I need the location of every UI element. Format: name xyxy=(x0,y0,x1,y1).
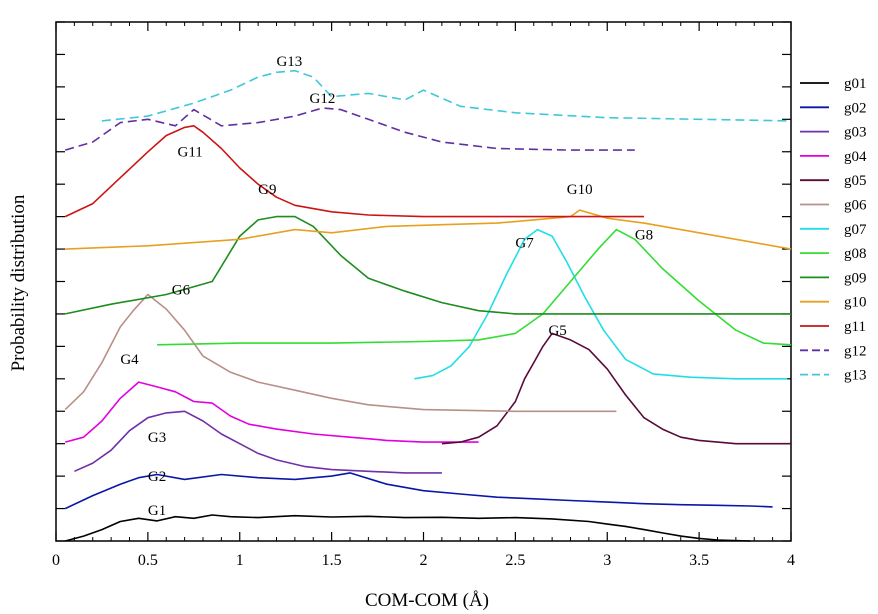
series-line-g11 xyxy=(64,125,644,218)
series-line-g02 xyxy=(64,472,773,510)
series-line-g07 xyxy=(414,228,788,380)
legend-label-g09: g09 xyxy=(844,270,867,286)
curve-label-g2: G2 xyxy=(148,469,166,485)
curve-label-g8: G8 xyxy=(635,227,653,243)
curve-label-g12: G12 xyxy=(310,91,336,107)
x-axis-title: COM-COM (Å) xyxy=(365,590,489,611)
curve-label-g1: G1 xyxy=(148,503,166,519)
series-line-g04 xyxy=(64,381,479,443)
x-tick-label: 1 xyxy=(236,552,244,569)
plot-border xyxy=(55,21,792,542)
x-tick-label: 4 xyxy=(787,552,795,569)
plot-frame xyxy=(55,21,792,542)
series-line-g01 xyxy=(64,514,751,542)
curve-label-g6: G6 xyxy=(172,282,191,298)
curve-label-g10: G10 xyxy=(567,182,593,198)
curve-labels: G1 G2 G3 G4 G5 G6 G7 G8 G9 G10 G11 G12 G13 xyxy=(120,54,653,519)
curve-label-g13: G13 xyxy=(276,54,302,70)
x-tick-label: 1.5 xyxy=(322,552,342,569)
curve-label-g7: G7 xyxy=(515,235,534,251)
legend-label-g02: g02 xyxy=(844,100,867,116)
legend-label-g05: g05 xyxy=(844,173,867,189)
legend-label-g12: g12 xyxy=(844,343,867,359)
legend-label-g03: g03 xyxy=(844,125,867,141)
x-tick-label: 0 xyxy=(52,552,60,569)
legend-label-g13: g13 xyxy=(844,368,867,384)
x-tick-label: 2.5 xyxy=(505,552,525,569)
y-axis-title: Probability distribution xyxy=(8,194,29,371)
legend-label-g04: g04 xyxy=(844,149,867,165)
series-line-g08 xyxy=(157,228,792,346)
series-line-g09 xyxy=(65,215,791,315)
curve-label-g5: G5 xyxy=(548,323,566,339)
series-layer xyxy=(64,69,792,542)
series-line-g05 xyxy=(441,332,791,445)
x-tick-label: 0.5 xyxy=(138,552,158,569)
curve-label-g11: G11 xyxy=(177,145,202,161)
curve-label-g3: G3 xyxy=(148,430,166,446)
x-tick-label: 3 xyxy=(603,552,611,569)
legend: g01 g02 g03 g04 g05 g06 g07 g08 g09 g10 g11 g12 g13 xyxy=(800,76,867,384)
series-line-g06 xyxy=(64,293,617,413)
legend-label-g11: g11 xyxy=(844,319,866,335)
series-line-g13 xyxy=(101,69,792,122)
x-tick-label: 2 xyxy=(420,552,428,569)
series-line-g10 xyxy=(65,209,792,250)
curve-label-g4: G4 xyxy=(120,352,139,368)
legend-label-g07: g07 xyxy=(844,222,867,238)
curve-label-g9: G9 xyxy=(258,182,276,198)
legend-label-g01: g01 xyxy=(844,76,867,92)
legend-label-g06: g06 xyxy=(844,198,867,214)
legend-label-g08: g08 xyxy=(844,246,867,262)
series-line-g03 xyxy=(74,410,442,474)
legend-label-g10: g10 xyxy=(844,295,867,311)
x-tick-label: 3.5 xyxy=(689,552,709,569)
series-line-g12 xyxy=(64,107,635,151)
axis-ticks: 0 0.5 1 1.5 2 2.5 3 3.5 4 xyxy=(52,21,795,569)
